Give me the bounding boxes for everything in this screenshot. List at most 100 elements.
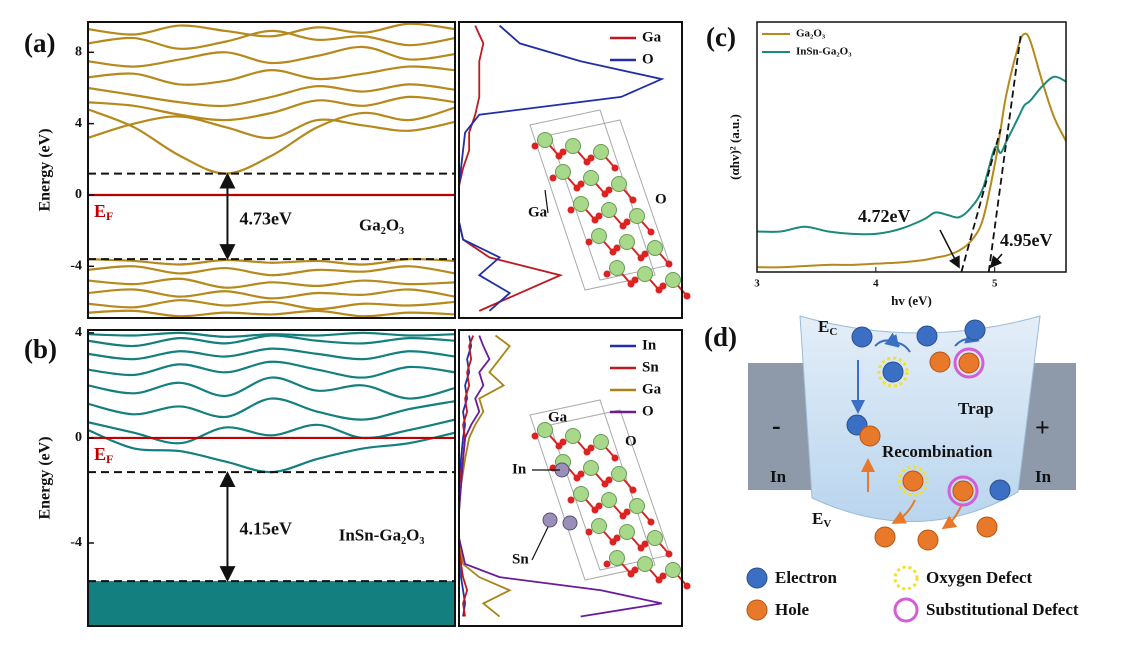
material-label: InSn-Ga₂O₃ <box>339 525 425 544</box>
band-line <box>88 299 455 311</box>
crystal-structure <box>529 109 691 300</box>
ga-atom <box>611 176 627 192</box>
tangent-line <box>960 128 1002 272</box>
panel-label: (d) <box>704 322 737 352</box>
band-line <box>88 106 455 175</box>
legend-label: Oxygen Defect <box>926 568 1033 587</box>
band-line <box>88 376 455 400</box>
o-atom <box>567 206 575 214</box>
band-line <box>88 418 455 445</box>
o-atom <box>587 154 595 162</box>
atom-label: In <box>512 461 527 477</box>
y-tick-label: 0 <box>75 187 82 202</box>
o-atom <box>585 238 593 246</box>
y-axis-label: (αhv)² (a.u.) <box>727 114 742 180</box>
ga-atom <box>583 170 599 186</box>
gap-label: 4.73eV <box>239 208 292 228</box>
ga-atom <box>565 428 581 444</box>
y-tick-label: 4 <box>75 116 82 131</box>
panel-label: (b) <box>24 334 57 364</box>
band-line <box>88 309 455 318</box>
o-atom <box>631 566 639 574</box>
dos-line <box>459 334 512 618</box>
legend-label: Electron <box>775 568 838 587</box>
line-plot <box>757 32 1066 272</box>
legend-label: O <box>642 51 654 67</box>
ga-atom <box>665 272 681 288</box>
o-atom <box>631 276 639 284</box>
o-atom <box>611 164 619 172</box>
panel-label: (a) <box>24 28 55 58</box>
legend-label: InSn-Ga₂O₃ <box>796 46 852 58</box>
plot-frame <box>87 21 456 319</box>
material-label: Ga₂O₃ <box>359 215 404 234</box>
ga-atom <box>609 260 625 276</box>
ga-atom <box>629 208 645 224</box>
y-tick-label: -4 <box>70 259 82 274</box>
o-atom <box>531 142 539 150</box>
plus-sign: + <box>1035 413 1050 442</box>
sn-atom <box>562 515 578 531</box>
band-well <box>799 315 1041 523</box>
o-atom <box>595 212 603 220</box>
plot-frame <box>458 21 683 319</box>
o-atom <box>665 550 673 558</box>
x-tick-label: 3 <box>754 278 760 290</box>
legend-label: Substitutional Defect <box>926 600 1079 619</box>
valence-fill <box>88 581 455 626</box>
o-atom <box>577 470 585 478</box>
o-atom <box>613 534 621 542</box>
conduction-label: EC <box>818 317 837 338</box>
dos-line <box>459 335 473 617</box>
ga-atom <box>591 518 607 534</box>
recombination-label: Recombination <box>882 442 993 461</box>
o-atom <box>647 518 655 526</box>
o-atom <box>603 270 611 278</box>
legend-label: Ga <box>642 29 662 45</box>
atom-label: O <box>655 191 667 207</box>
ga-atom <box>593 144 609 160</box>
legend-label: Sn <box>642 359 659 375</box>
o-atom <box>683 582 691 590</box>
plot-frame <box>87 329 456 627</box>
ga-atom <box>583 460 599 476</box>
ga-atom <box>665 562 681 578</box>
legend-label: O <box>642 403 654 419</box>
x-tick-label: 5 <box>992 278 998 290</box>
band-line <box>88 334 455 348</box>
ga-atom <box>647 530 663 546</box>
band-line <box>88 115 455 140</box>
legend-label: In <box>642 337 657 353</box>
annotation-arrow <box>989 253 1003 269</box>
dos-plot <box>459 24 665 312</box>
o-atom <box>641 250 649 258</box>
band-line <box>88 397 455 421</box>
y-tick-label: 8 <box>75 45 82 60</box>
ga-atom <box>637 266 653 282</box>
dos-line <box>459 25 564 312</box>
o-atom <box>567 496 575 504</box>
plot-frame <box>458 329 683 627</box>
ga-atom <box>591 228 607 244</box>
defects <box>877 347 985 507</box>
ga-atom <box>573 486 589 502</box>
band-line <box>88 45 455 68</box>
atom-label: Ga <box>528 204 548 220</box>
band-line <box>88 65 455 86</box>
ga-atom <box>647 240 663 256</box>
o-atom <box>647 228 655 236</box>
band-line <box>88 265 455 277</box>
band-line <box>88 257 455 266</box>
annotation-label: 4.95eV <box>1000 230 1053 250</box>
o-atom <box>659 282 667 290</box>
ga-atom <box>637 556 653 572</box>
electrons <box>846 319 1011 501</box>
o-atom <box>629 486 637 494</box>
subscript: F <box>106 452 113 466</box>
band-plot <box>88 22 455 318</box>
ga-atom <box>619 234 635 250</box>
o-atom <box>613 244 621 252</box>
band-diagram <box>746 315 1076 623</box>
